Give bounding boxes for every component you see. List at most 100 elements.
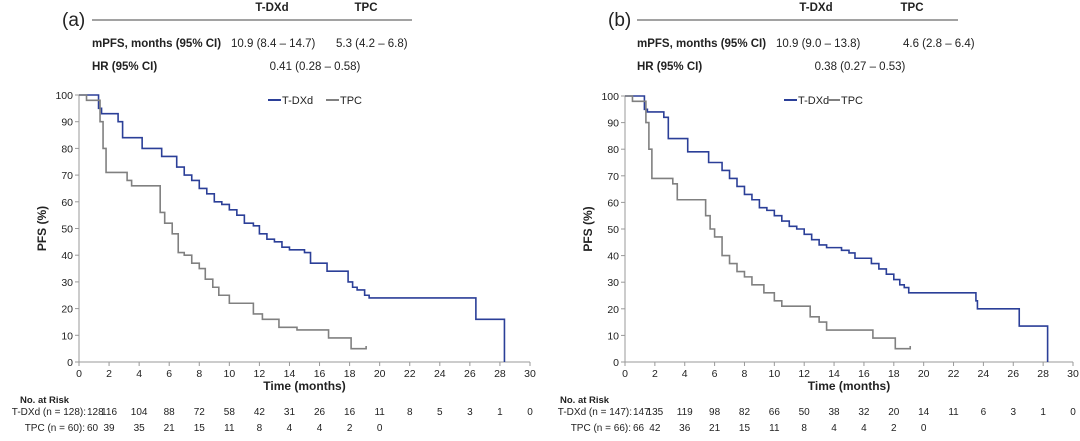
x-tick-label: 2 (106, 368, 112, 380)
y-axis-label: PFS (%) (581, 206, 595, 251)
at-risk-value: 0 (921, 423, 927, 434)
at-risk-value: 36 (679, 423, 691, 434)
y-tick-label: 60 (61, 197, 73, 209)
at-risk-value: 38 (829, 407, 841, 418)
at-risk-row-label: T-DXd (n = 147): (558, 407, 632, 418)
at-risk-value: 11 (948, 407, 959, 418)
y-tick-label: 70 (607, 171, 619, 183)
at-risk-value: 14 (918, 407, 930, 418)
x-tick-label: 4 (136, 368, 142, 380)
table-header-tpc: TPC (355, 2, 378, 14)
at-risk-value: 2 (347, 423, 353, 434)
at-risk-row-label: TPC (n = 60): (25, 423, 85, 434)
at-risk-value: 1 (497, 407, 503, 418)
at-risk-value: 8 (407, 407, 413, 418)
at-risk-value: 0 (377, 423, 383, 434)
y-tick-label: 50 (61, 224, 73, 236)
y-tick-label: 70 (61, 170, 73, 182)
panel-a: (a) T-DXd TPC mPFS, months (95% CI) 10.9 (8.… (12, 2, 536, 434)
y-tick-label: 80 (607, 144, 619, 156)
at-risk-value: 72 (194, 407, 206, 418)
x-tick-label: 20 (374, 368, 386, 380)
legend-label-tdxd: T-DXd (798, 95, 829, 107)
km-curve-tdxd (625, 95, 1049, 362)
x-axis-label: Time (months) (263, 379, 345, 393)
legend-label-tpc: TPC (841, 95, 863, 107)
x-tick-label: 2 (652, 368, 658, 380)
x-tick-label: 10 (768, 368, 780, 380)
at-risk-value: 0 (527, 407, 533, 418)
at-risk-value: 8 (801, 423, 807, 434)
y-tick-label: 10 (61, 330, 73, 342)
at-risk-value: 135 (647, 407, 664, 418)
at-risk-value: 35 (134, 423, 146, 434)
table-cell: 0.38 (0.27 – 0.53) (815, 61, 906, 73)
x-tick-label: 18 (344, 368, 356, 380)
x-tick-label: 0 (76, 368, 82, 380)
x-tick-label: 12 (798, 368, 810, 380)
at-risk-value: 15 (739, 423, 751, 434)
x-tick-label: 30 (1067, 368, 1079, 380)
legend-label-tdxd: T-DXd (282, 95, 313, 107)
x-tick-label: 26 (1007, 368, 1019, 380)
at-risk-value: 116 (101, 407, 117, 418)
x-tick-label: 8 (196, 368, 202, 380)
y-tick-label: 20 (61, 304, 73, 316)
at-risk-value: 42 (649, 423, 661, 434)
table-cell: 10.9 (9.0 – 13.8) (776, 38, 861, 50)
x-tick-label: 4 (682, 368, 688, 380)
at-risk-value: 119 (677, 407, 693, 418)
at-risk-value: 66 (633, 423, 645, 434)
x-tick-label: 16 (314, 368, 326, 380)
at-risk-value: 11 (224, 423, 235, 434)
y-tick-label: 0 (67, 357, 73, 369)
panel-label: (a) (62, 10, 85, 31)
x-tick-label: 12 (254, 368, 266, 380)
x-tick-label: 26 (464, 368, 476, 380)
at-risk-value: 1 (1040, 407, 1046, 418)
panel-b: (b) T-DXd TPC mPFS, months (95% CI) 10.9 (9.… (558, 2, 1079, 434)
at-risk-value: 8 (257, 423, 263, 434)
at-risk-value: 50 (799, 407, 811, 418)
x-tick-label: 24 (434, 368, 446, 380)
y-tick-label: 60 (607, 197, 619, 209)
at-risk-value: 104 (131, 407, 148, 418)
at-risk-value: 16 (344, 407, 356, 418)
at-risk-value: 15 (194, 423, 206, 434)
at-risk-value: 3 (467, 407, 473, 418)
at-risk-value: 42 (254, 407, 266, 418)
at-risk-value: 32 (858, 407, 870, 418)
at-risk-value: 2 (891, 423, 897, 434)
panel-label: (b) (608, 10, 631, 31)
y-tick-label: 100 (55, 90, 73, 102)
x-tick-label: 30 (524, 368, 536, 380)
at-risk-title: No. at Risk (560, 395, 610, 406)
at-risk-value: 4 (861, 423, 867, 434)
x-tick-label: 6 (712, 368, 718, 380)
y-tick-label: 90 (61, 117, 73, 129)
y-tick-label: 50 (607, 224, 619, 236)
at-risk-value: 21 (709, 423, 721, 434)
y-axis-label: PFS (%) (35, 206, 49, 251)
x-tick-label: 10 (223, 368, 235, 380)
at-risk-value: 66 (769, 407, 781, 418)
at-risk-value: 6 (981, 407, 987, 418)
x-tick-label: 16 (858, 368, 870, 380)
table-cell: 0.41 (0.28 – 0.58) (270, 61, 361, 73)
at-risk-value: 98 (709, 407, 721, 418)
at-risk-value: 147 (633, 407, 650, 418)
at-risk-value: 0 (1070, 407, 1076, 418)
y-tick-label: 0 (613, 357, 619, 369)
y-tick-label: 40 (61, 250, 73, 262)
x-tick-label: 6 (166, 368, 172, 380)
at-risk-title: No. at Risk (20, 395, 70, 406)
y-tick-label: 30 (607, 277, 619, 289)
at-risk-value: 58 (224, 407, 236, 418)
x-axis-label: Time (months) (808, 379, 890, 393)
x-tick-label: 14 (828, 368, 840, 380)
at-risk-value: 60 (87, 423, 99, 434)
y-tick-label: 90 (607, 118, 619, 130)
km-curve-tpc (79, 94, 367, 350)
at-risk-value: 11 (769, 423, 780, 434)
